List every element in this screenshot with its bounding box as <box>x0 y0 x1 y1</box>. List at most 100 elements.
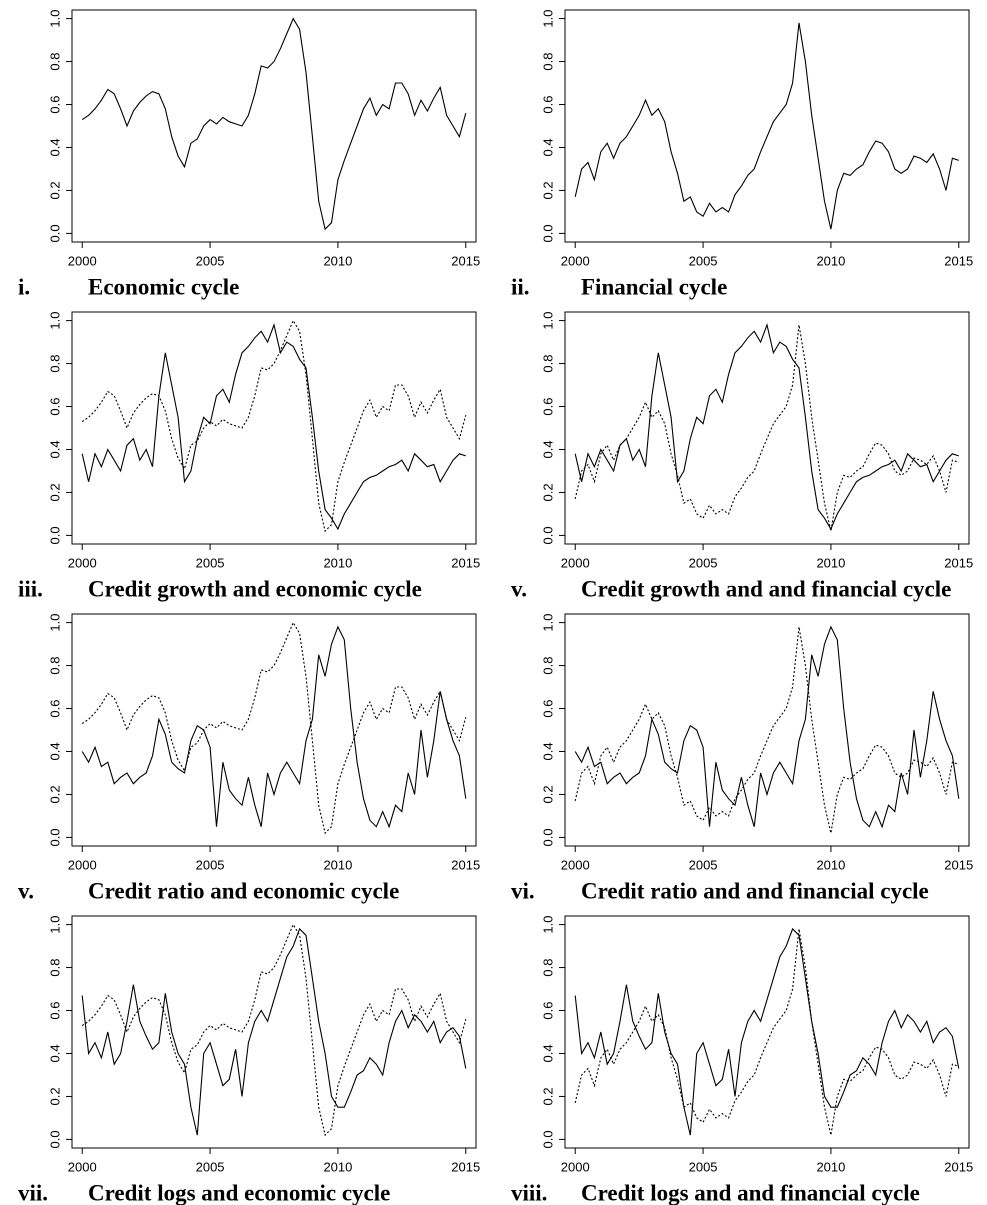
y-tick-label: 0.2 <box>47 785 62 803</box>
y-tick-label: 0.8 <box>47 959 62 977</box>
y-tick-label: 0.2 <box>47 181 62 199</box>
series-line <box>81 927 467 1136</box>
series-line <box>81 319 467 533</box>
x-tick-label: 2005 <box>689 857 718 872</box>
x-tick-label: 2005 <box>196 857 225 872</box>
x-tick-label: 2010 <box>816 253 845 268</box>
x-tick-label: 2015 <box>451 857 480 872</box>
x-tick-label: 2005 <box>689 253 718 268</box>
plot-frame <box>71 9 477 243</box>
y-tick-label: 0.0 <box>540 828 555 846</box>
y-tick-label: 0.2 <box>47 483 62 501</box>
x-tick-label: 2000 <box>561 1159 590 1174</box>
y-tick-label: 0.4 <box>540 1044 555 1062</box>
y-tick-label: 0.2 <box>47 1087 62 1105</box>
panel-title: Credit logs and economic cycle <box>88 1180 390 1205</box>
plot-frame <box>564 915 970 1149</box>
plot-frame <box>564 311 970 545</box>
x-tick-label: 2000 <box>68 857 97 872</box>
y-tick-label: 0.0 <box>47 526 62 544</box>
y-tick-label: 0.4 <box>540 742 555 760</box>
panel-title: Credit ratio and and financial cycle <box>581 878 929 903</box>
y-tick-label: 0.0 <box>47 224 62 242</box>
y-tick-label: 1.0 <box>540 10 555 28</box>
panel-number: vi. <box>511 878 535 903</box>
panel-number: v. <box>18 878 34 903</box>
y-tick-label: 0.8 <box>540 53 555 71</box>
x-tick-label: 2000 <box>561 857 590 872</box>
x-tick-label: 2000 <box>68 1159 97 1174</box>
y-tick-label: 1.0 <box>540 312 555 330</box>
series-line <box>81 17 467 231</box>
x-tick-label: 2005 <box>196 253 225 268</box>
series-line <box>574 928 959 1136</box>
panel-number: viii. <box>511 1180 547 1205</box>
panel-number: iii. <box>18 576 43 601</box>
y-tick-label: 0.8 <box>47 657 62 675</box>
y-tick-label: 0.4 <box>47 742 62 760</box>
y-tick-label: 0.6 <box>47 1001 62 1019</box>
panel-number: ii. <box>511 274 530 299</box>
x-tick-label: 2015 <box>944 253 973 268</box>
y-tick-label: 0.0 <box>540 526 555 544</box>
x-tick-label: 2015 <box>944 1159 973 1174</box>
y-tick-label: 0.8 <box>540 355 555 373</box>
x-tick-label: 2010 <box>816 1159 845 1174</box>
plot-frame <box>564 9 970 243</box>
x-tick-label: 2010 <box>816 857 845 872</box>
panel-title: Financial cycle <box>581 274 727 299</box>
panel-title: Credit growth and and financial cycle <box>581 576 951 601</box>
panel-title: Credit logs and and financial cycle <box>581 1180 920 1205</box>
y-tick-label: 0.0 <box>540 224 555 242</box>
y-tick-label: 0.4 <box>47 138 62 156</box>
series-line <box>81 625 467 829</box>
panel-title: Credit ratio and economic cycle <box>88 878 399 903</box>
plot-frame <box>71 613 477 847</box>
y-tick-label: 1.0 <box>47 10 62 28</box>
x-tick-label: 2000 <box>561 555 590 570</box>
y-tick-label: 0.6 <box>540 95 555 113</box>
x-tick-label: 2015 <box>451 1159 480 1174</box>
plot-frame <box>71 915 477 1149</box>
y-tick-label: 0.6 <box>47 95 62 113</box>
x-tick-label: 2000 <box>561 253 590 268</box>
x-tick-label: 2010 <box>816 555 845 570</box>
y-tick-label: 0.6 <box>540 397 555 415</box>
y-tick-label: 0.6 <box>47 397 62 415</box>
y-tick-label: 1.0 <box>540 614 555 632</box>
y-tick-label: 0.4 <box>47 1044 62 1062</box>
x-tick-label: 2015 <box>451 555 480 570</box>
series-line <box>574 625 960 829</box>
x-tick-label: 2000 <box>68 555 97 570</box>
y-tick-label: 0.2 <box>540 1087 555 1105</box>
x-tick-label: 2005 <box>689 555 718 570</box>
y-tick-label: 0.6 <box>47 699 62 717</box>
y-tick-label: 0.6 <box>540 1001 555 1019</box>
plot-frame <box>71 311 477 545</box>
x-tick-label: 2005 <box>689 1159 718 1174</box>
y-tick-label: 0.8 <box>47 355 62 373</box>
series-line <box>574 324 959 532</box>
series-line <box>574 927 960 1136</box>
series-line <box>574 22 959 230</box>
x-tick-label: 2000 <box>68 253 97 268</box>
x-tick-label: 2015 <box>944 555 973 570</box>
y-tick-label: 1.0 <box>47 916 62 934</box>
y-tick-label: 0.4 <box>540 138 555 156</box>
x-tick-label: 2010 <box>323 555 352 570</box>
panel-number: vii. <box>18 1180 48 1205</box>
series-line <box>574 626 959 834</box>
y-tick-label: 1.0 <box>47 614 62 632</box>
y-tick-label: 0.2 <box>540 181 555 199</box>
x-tick-label: 2015 <box>451 253 480 268</box>
y-tick-label: 1.0 <box>47 312 62 330</box>
x-tick-label: 2010 <box>323 857 352 872</box>
series-line <box>81 322 466 531</box>
x-tick-label: 2010 <box>323 253 352 268</box>
y-tick-label: 0.0 <box>540 1130 555 1148</box>
x-tick-label: 2005 <box>196 1159 225 1174</box>
y-tick-label: 0.4 <box>47 440 62 458</box>
x-tick-label: 2005 <box>196 555 225 570</box>
